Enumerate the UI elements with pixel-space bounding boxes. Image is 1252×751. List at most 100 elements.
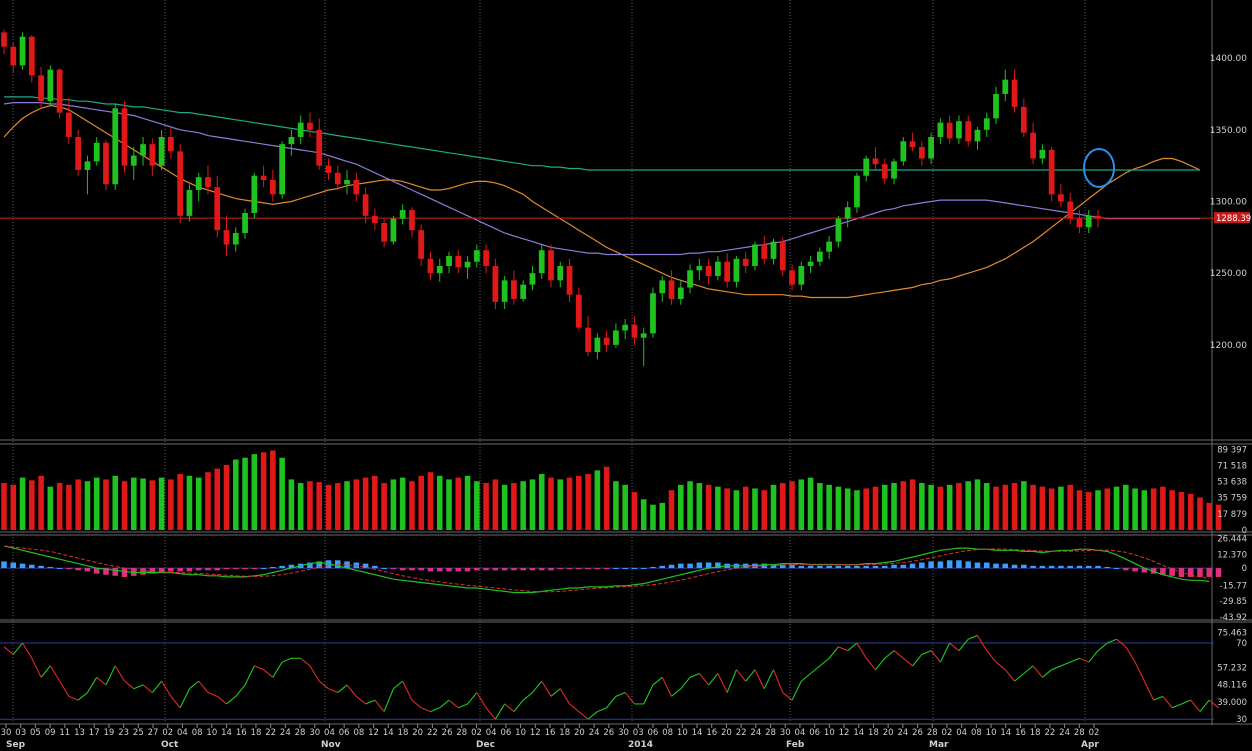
candlestick[interactable] — [983, 112, 990, 137]
volume-bar[interactable] — [399, 477, 406, 530]
volume-bar[interactable] — [603, 466, 610, 530]
candlestick[interactable] — [47, 65, 54, 106]
candlestick[interactable] — [177, 144, 184, 223]
candlestick[interactable] — [872, 147, 879, 170]
volume-bar[interactable] — [854, 490, 860, 530]
candlestick[interactable] — [946, 115, 953, 145]
candlestick[interactable] — [529, 266, 536, 291]
candlestick[interactable] — [390, 215, 397, 245]
candlestick[interactable] — [1030, 122, 1036, 165]
volume-bar[interactable] — [1169, 490, 1175, 530]
volume-bar[interactable] — [993, 486, 999, 530]
candlestick[interactable] — [993, 86, 999, 125]
candlestick[interactable] — [752, 241, 758, 271]
candlestick[interactable] — [816, 247, 823, 266]
volume-bar[interactable] — [835, 486, 842, 530]
volume-bar[interactable] — [47, 486, 54, 530]
candlestick[interactable] — [353, 172, 360, 202]
candlestick[interactable] — [464, 255, 471, 279]
candlestick[interactable] — [399, 204, 406, 225]
volume-bar[interactable] — [436, 475, 443, 530]
candlestick[interactable] — [900, 137, 907, 166]
candlestick[interactable] — [427, 251, 434, 281]
candlestick[interactable] — [56, 68, 63, 119]
volume-bar[interactable] — [844, 488, 851, 530]
candlestick[interactable] — [1095, 210, 1101, 228]
volume-bar[interactable] — [1002, 484, 1009, 530]
candlestick[interactable] — [214, 175, 221, 238]
candlestick[interactable] — [918, 141, 925, 166]
volume-bar[interactable] — [1095, 490, 1101, 530]
candlestick[interactable] — [251, 172, 258, 219]
volume-bar[interactable] — [279, 457, 285, 530]
volume-bar[interactable] — [974, 479, 981, 530]
candlestick[interactable] — [687, 264, 693, 294]
volume-bar[interactable] — [29, 480, 35, 530]
volume-bar[interactable] — [752, 488, 758, 530]
volume-bar[interactable] — [631, 492, 638, 530]
candlestick[interactable] — [223, 215, 230, 256]
candlestick[interactable] — [511, 270, 517, 305]
volume-bar[interactable] — [427, 472, 434, 530]
candlestick[interactable] — [501, 276, 508, 309]
candlestick[interactable] — [93, 137, 100, 166]
volume-bar[interactable] — [900, 481, 907, 530]
volume-bar[interactable] — [1011, 483, 1018, 530]
volume-bar[interactable] — [1039, 486, 1046, 530]
volume-bar[interactable] — [93, 477, 100, 530]
candlestick[interactable] — [613, 323, 619, 348]
volume-bar[interactable] — [557, 479, 564, 530]
candlestick[interactable] — [19, 32, 26, 70]
volume-bar[interactable] — [501, 484, 508, 530]
volume-bar[interactable] — [56, 483, 63, 530]
candlestick[interactable] — [84, 155, 91, 195]
volume-bar[interactable] — [585, 474, 591, 530]
volume-bar[interactable] — [733, 490, 740, 530]
volume-bar[interactable] — [529, 479, 536, 530]
candlestick[interactable] — [631, 316, 638, 345]
volume-bar[interactable] — [214, 468, 221, 530]
volume-bar[interactable] — [1123, 484, 1129, 530]
candlestick[interactable] — [603, 330, 610, 353]
candlestick[interactable] — [770, 238, 777, 265]
volume-bar[interactable] — [112, 475, 119, 530]
candlestick[interactable] — [371, 208, 378, 231]
candlestick[interactable] — [659, 276, 666, 302]
volume-bar[interactable] — [66, 484, 72, 530]
volume-bar[interactable] — [742, 486, 749, 530]
rsi-panel[interactable] — [0, 634, 1219, 720]
candlestick[interactable] — [158, 129, 165, 170]
volume-bar[interactable] — [891, 483, 897, 530]
volume-bar[interactable] — [1215, 504, 1222, 530]
volume-bar[interactable] — [863, 488, 870, 530]
candlestick[interactable] — [798, 261, 805, 291]
candlestick[interactable] — [789, 264, 795, 291]
volume-bar[interactable] — [724, 488, 730, 530]
candlestick[interactable] — [1076, 210, 1083, 234]
volume-bar[interactable] — [520, 481, 526, 530]
volume-bar[interactable] — [650, 504, 656, 530]
candlestick[interactable] — [38, 66, 44, 109]
volume-bar[interactable] — [195, 477, 202, 530]
volume-bar[interactable] — [946, 484, 953, 530]
volume-bar[interactable] — [511, 483, 517, 530]
candlestick[interactable] — [130, 147, 137, 180]
volume-bar[interactable] — [807, 477, 814, 530]
volume-bar[interactable] — [1, 483, 7, 530]
candlestick[interactable] — [1011, 69, 1018, 113]
volume-bar[interactable] — [881, 484, 888, 530]
volume-bar[interactable] — [103, 479, 109, 530]
candlestick[interactable] — [66, 98, 72, 145]
candlestick[interactable] — [28, 35, 35, 83]
candlestick[interactable] — [436, 258, 443, 282]
volume-bar[interactable] — [817, 483, 823, 530]
candlestick[interactable] — [585, 316, 591, 357]
candlestick[interactable] — [455, 250, 462, 274]
volume-bar[interactable] — [919, 483, 925, 530]
volume-bar[interactable] — [826, 484, 832, 530]
candlestick[interactable] — [538, 244, 545, 279]
volume-bar[interactable] — [594, 470, 601, 530]
volume-bar[interactable] — [909, 479, 916, 530]
volume-bar[interactable] — [288, 479, 295, 530]
volume-bar[interactable] — [965, 481, 971, 530]
